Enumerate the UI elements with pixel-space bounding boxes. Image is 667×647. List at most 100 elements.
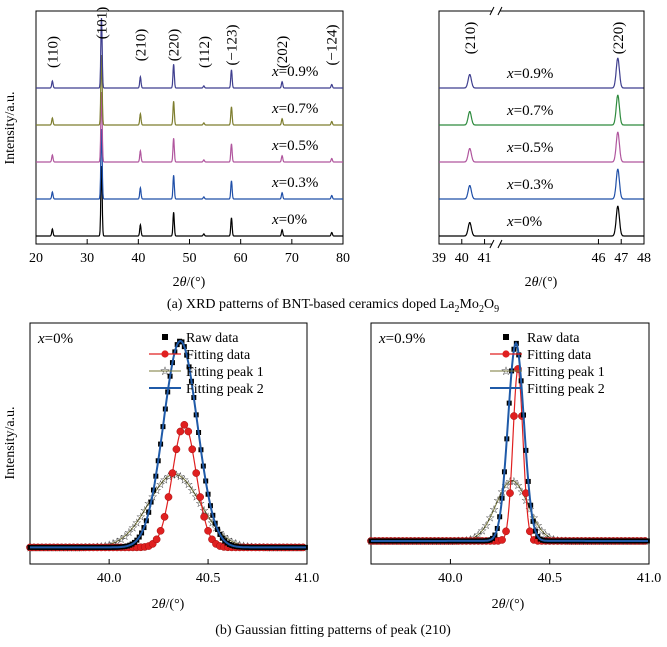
fit-09-peak1-marker: ☆ xyxy=(537,526,547,538)
caption-a: (a) XRD patterns of BNT-based ceramics d… xyxy=(167,297,499,315)
xrd-zoom-peak-label: (220) xyxy=(611,22,627,55)
xrd-full-frame xyxy=(35,10,344,245)
fit-09-fit-marker xyxy=(506,489,514,497)
fit-0-peak1-marker: ☆ xyxy=(203,511,213,523)
fit-09-frame xyxy=(370,322,650,565)
fit-09-legend-swatch xyxy=(503,334,509,340)
fit-0-peak1-marker: ☆ xyxy=(160,475,170,487)
axis-break-marks xyxy=(489,6,503,249)
xrd-full-series-label: x=0% xyxy=(271,212,307,228)
xrd-full-series-line xyxy=(36,128,343,200)
fit-09-peak2-line xyxy=(371,341,648,542)
fit-0-fit-marker xyxy=(204,526,212,535)
fit-0-fit-marker xyxy=(188,445,197,454)
xrd-full-xtick-label: 20 xyxy=(29,251,43,266)
fit-09-peak1-marker: ☆ xyxy=(513,480,523,492)
xrd-zoom-series-label: x=0.7% xyxy=(506,103,553,119)
xrd-zoom-peak-label: (210) xyxy=(463,22,479,55)
fit-0-fit-marker xyxy=(168,469,177,477)
fit-0-fit-marker xyxy=(164,493,173,501)
fit-09-xtick-label: 41.0 xyxy=(637,571,662,586)
fit-0-fit-marker xyxy=(192,469,201,477)
fit-0-legend-swatch xyxy=(162,334,168,340)
xrd-full-series-label: x=0.5% xyxy=(271,138,318,154)
fit-0-peak1-marker: ☆ xyxy=(124,527,134,539)
fit-09-legend-label: Raw data xyxy=(527,331,580,346)
fit-0-xtick-label: 40.5 xyxy=(196,571,221,586)
xrd-zoom-xtick-label: 48 xyxy=(637,251,651,266)
fit-0-panel-label: x=0% xyxy=(37,331,73,347)
fit-09-peak1-marker: ☆ xyxy=(509,476,519,488)
fit-09-peak1-marker: ☆ xyxy=(473,530,483,542)
fit-0-fit-marker xyxy=(196,493,205,501)
xrd-zoom-series-label: x=0.3% xyxy=(506,177,553,193)
fit-0-fit-marker xyxy=(176,427,185,436)
fit-09-peak1-marker: ☆ xyxy=(525,504,535,516)
xrd-full-peak-label: (112) xyxy=(197,36,213,68)
fit-0-fit-marker xyxy=(156,526,165,535)
fit-09-peak1-marker: ☆ xyxy=(481,520,491,532)
fit-0-ylabel: Intensity/a.u. xyxy=(3,406,18,479)
xrd-full-xtick-label: 60 xyxy=(234,251,248,266)
fit-0-peak1-marker: ☆ xyxy=(136,511,146,523)
xrd-zoom-xtick-label: 46 xyxy=(591,251,605,266)
fit-09-fit-marker xyxy=(510,412,518,420)
fit-0-peak1-marker: ☆ xyxy=(120,531,130,543)
xrd-full-series-line xyxy=(36,91,343,163)
xrd-zoom-panel: 39 40 41 46 47 48 (210) (220) x=0% x=0.3% x=0.5%… xyxy=(432,6,651,290)
xrd-full-xtick-label: 80 xyxy=(336,251,350,266)
xrd-zoom-xtick-label: 41 xyxy=(478,251,492,266)
xrd-full-peak-label: (110) xyxy=(45,36,61,68)
fit-0-peak1-marker: ☆ xyxy=(128,523,138,535)
fit-09-xtick-label: 40.5 xyxy=(537,571,562,586)
xrd-zoom-xtick-label: 39 xyxy=(432,251,446,266)
fit-0-fit-marker xyxy=(184,427,193,436)
fit-0-peak1-marker: ☆ xyxy=(179,475,189,487)
xrd-full-series-line xyxy=(36,17,343,89)
xrd-full-peak-label: (−124) xyxy=(325,25,341,66)
fit-0-legend-marker: ☆ xyxy=(160,364,171,378)
fit-09-peak1-marker: ☆ xyxy=(493,495,503,507)
fit-09-panel-label: x=0.9% xyxy=(378,331,425,347)
xrd-full-xtick-label: 40 xyxy=(131,251,145,266)
fit-09-peak1-marker: ☆ xyxy=(477,526,487,538)
fit-09-xtick-label: 40.0 xyxy=(438,571,463,586)
xrd-full-series-label: x=0.9% xyxy=(271,64,318,80)
fit-09-peak1-marker: ☆ xyxy=(485,513,495,525)
fit-09-legend-label: Fitting data xyxy=(527,348,592,363)
fit-0-fit-marker xyxy=(152,535,161,544)
xrd-zoom-series-label: x=0% xyxy=(506,214,542,230)
fit-0-peak1-marker: ☆ xyxy=(156,479,166,491)
fit-09-peak1-marker: ☆ xyxy=(529,513,539,525)
xrd-zoom-series-label: x=0.5% xyxy=(506,140,553,156)
xrd-full-peak-label: (202) xyxy=(275,36,291,69)
fit-0-peak2-line xyxy=(30,339,306,549)
fit-09-peak1-marker: ☆ xyxy=(533,520,543,532)
xrd-full-series-line xyxy=(36,165,343,237)
fit-09-legend-label: Fitting peak 2 xyxy=(527,382,605,397)
fit-0-legend-label: Fitting data xyxy=(186,348,251,363)
xrd-full-peak-label: (220) xyxy=(167,29,183,62)
fit-0-peak1-marker: ☆ xyxy=(187,485,197,497)
fit-09-peak1-marker: ☆ xyxy=(489,504,499,516)
fit-09-panel: ☆☆☆☆☆☆☆☆☆☆☆☆☆☆☆☆☆☆☆☆☆☆☆☆☆☆☆☆☆☆☆☆☆☆☆☆☆☆☆☆… xyxy=(366,322,662,612)
fit-0-legend: Raw data Fitting data ☆ Fitting peak 1 Fitti… xyxy=(149,331,264,397)
fit-0-fit-marker xyxy=(200,512,208,521)
xrd-zoom-series-line xyxy=(439,168,644,200)
fit-0-peak1-marker: ☆ xyxy=(195,498,205,510)
fit-09-fit-marker xyxy=(526,527,534,536)
fit-0-fit-marker xyxy=(172,445,181,454)
fit-0-xlabel: 2θ/(°) xyxy=(152,597,185,612)
xrd-zoom-xlabel: 2θ/(°) xyxy=(525,275,558,290)
xrd-full-peak-label: (101) xyxy=(94,7,110,40)
xrd-full-series-label: x=0.7% xyxy=(271,101,318,117)
xrd-zoom-series-line xyxy=(439,131,644,163)
fit-09-fit-marker xyxy=(502,527,510,536)
fit-0-legend-label: Raw data xyxy=(186,331,239,346)
fit-09-legend-label: Fitting peak 1 xyxy=(527,365,605,380)
xrd-zoom-frame xyxy=(438,10,645,245)
fit-0-xtick-label: 41.0 xyxy=(295,571,320,586)
fit-09-legend-marker xyxy=(502,350,510,358)
fit-09-peak1-marker: ☆ xyxy=(501,480,511,492)
